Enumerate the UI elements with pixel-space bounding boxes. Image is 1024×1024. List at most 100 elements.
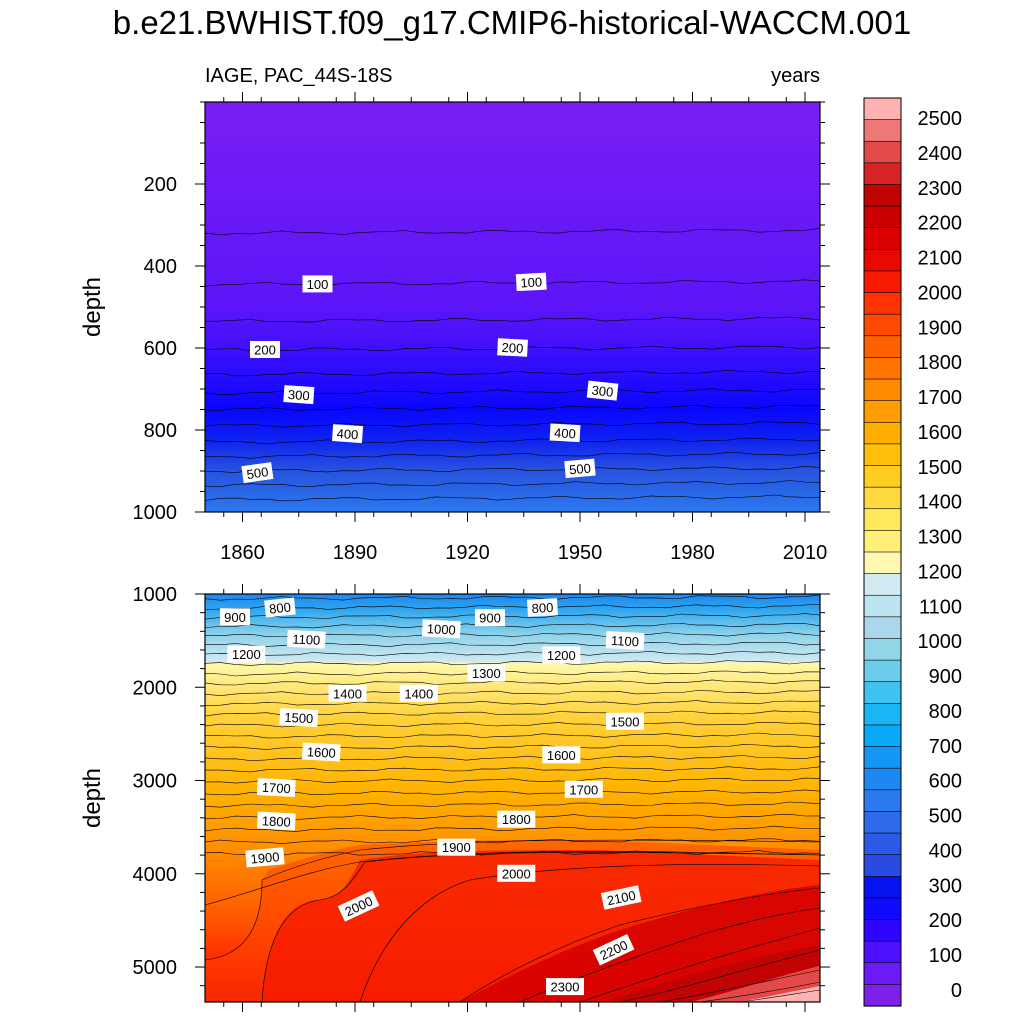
upper-contour-label-box xyxy=(515,272,547,292)
lower-deep-contour-line xyxy=(699,981,821,1003)
y-tick-label: 800 xyxy=(144,420,177,442)
lower-contour-label-box xyxy=(600,885,642,910)
colorbar-label: 1700 xyxy=(918,387,963,409)
upper-contour-line xyxy=(204,421,821,428)
colorbar-label: 2300 xyxy=(918,178,963,200)
y-tick-label: 5000 xyxy=(133,957,178,979)
colorbar-label: 100 xyxy=(929,945,962,967)
colorbar-box xyxy=(863,335,902,359)
upper-contour-line xyxy=(204,228,821,236)
lower-contour-label-1100: 1100 xyxy=(605,631,645,651)
lower-axis-ticks: 1000 2000 3000 4000 5000 xyxy=(133,584,830,1012)
lower-contour-label-text: 1300 xyxy=(472,666,501,681)
upper-contour-label-500: 500 xyxy=(564,458,596,479)
lower-contour-label-box xyxy=(227,645,266,663)
colorbar-box xyxy=(863,313,902,337)
lower-contour-label-box xyxy=(256,778,296,797)
colorbar-label: 0 xyxy=(951,980,962,1002)
lower-deep-contour-line xyxy=(739,989,821,1003)
lower-plot-frame xyxy=(204,593,821,1003)
lower-contour-label-box xyxy=(592,934,635,966)
lower-contour-labels: 800 900 800 900 1000 1100 1100 1200 1200 1300 1400… xyxy=(220,597,645,996)
colorbar-box xyxy=(863,703,902,726)
lower-contour-label-box xyxy=(264,597,296,618)
lower-contour-label-text: 800 xyxy=(268,599,291,616)
lower-contour-label-1400: 1400 xyxy=(328,684,367,702)
upper-contour-label-box xyxy=(586,380,619,401)
upper-contour-lines xyxy=(204,228,821,502)
colorbar-box xyxy=(863,140,902,164)
upper-contour-label-300: 300 xyxy=(283,385,315,405)
colorbar-box xyxy=(863,119,902,142)
lower-contour-label-1900: 1900 xyxy=(245,847,285,868)
lower-contour-label-text: 2300 xyxy=(551,980,580,995)
colorbar-label: 2500 xyxy=(918,108,963,130)
lower-contour-label-text: 1100 xyxy=(611,633,640,649)
lower-contour-line xyxy=(204,732,821,739)
lower-contour-label-text: 1800 xyxy=(502,812,531,827)
colorbar-box xyxy=(863,832,902,856)
colorbar: 0 100 200 300 400 500 600 700 800 900 1000 1100 1200… xyxy=(863,97,963,1007)
lower-contour-label-1500: 1500 xyxy=(606,712,644,730)
lower-contour-label-text: 2100 xyxy=(606,888,637,909)
lower-deep-contour-lines xyxy=(204,839,821,1003)
lower-contour-label-box xyxy=(286,629,326,649)
lower-contour-label-1400: 1400 xyxy=(399,684,438,702)
upper-panel: 100 100 200 200 300 300 400 400 500 500 200 400 600… xyxy=(79,65,830,564)
lower-contour-label-1800: 1800 xyxy=(497,810,536,828)
upper-left-title: IAGE, PAC_44S-18S xyxy=(205,65,393,87)
colorbar-label: 400 xyxy=(929,841,962,863)
lower-contour-label-text: 1000 xyxy=(426,621,456,637)
colorbar-label: 800 xyxy=(929,701,962,723)
lower-contour-line xyxy=(204,679,820,686)
colorbar-label: 500 xyxy=(929,806,962,828)
y-tick-label: 2000 xyxy=(133,677,178,699)
colorbar-box xyxy=(863,638,902,661)
upper-contour-label-100: 100 xyxy=(515,272,547,292)
colorbar-label: 1400 xyxy=(918,492,963,514)
lower-contour-label-box xyxy=(245,847,285,868)
upper-contour-label-400: 400 xyxy=(549,423,581,443)
lower-contour-line xyxy=(204,690,821,697)
lower-contour-label-2100: 2100 xyxy=(600,885,642,910)
lower-contour-label-1700: 1700 xyxy=(256,778,296,797)
y-tick-label: 1000 xyxy=(133,502,178,524)
lower-contour-line xyxy=(204,700,821,706)
upper-contour-label-box xyxy=(302,275,333,293)
upper-right-title: years xyxy=(771,65,820,87)
colorbar-label: 600 xyxy=(929,771,962,793)
colorbar-box xyxy=(863,659,902,683)
colorbar-boxes xyxy=(863,97,902,1007)
lower-contour-label-800: 800 xyxy=(527,598,558,617)
colorbar-box xyxy=(863,249,902,272)
lower-contour-label-900: 900 xyxy=(220,608,250,626)
colorbar-box xyxy=(863,97,902,121)
y-tick-label: 400 xyxy=(144,256,177,278)
x-tick-label: 1920 xyxy=(445,542,490,564)
colorbar-box xyxy=(863,205,902,229)
upper-contour-line xyxy=(204,465,821,473)
lower-contour-label-text: 1800 xyxy=(261,813,291,829)
lower-contour-line xyxy=(204,604,821,610)
figure-title: b.e21.BWHIST.f09_g17.CMIP6-historical-WA… xyxy=(112,4,912,41)
upper-contour-label-box xyxy=(331,424,364,444)
y-tick-label: 4000 xyxy=(133,864,178,886)
upper-contour-label-text: 200 xyxy=(254,343,276,358)
colorbar-box xyxy=(863,486,902,510)
colorbar-box xyxy=(863,400,902,423)
colorbar-box xyxy=(863,897,902,921)
lower-contour-line xyxy=(204,801,821,808)
lower-deep-contour-line xyxy=(204,851,821,906)
lower-contour-label-text: 1500 xyxy=(611,714,640,729)
lower-contour-label-1700: 1700 xyxy=(564,780,603,798)
colorbar-label: 1200 xyxy=(918,561,963,583)
lower-contour-label-box xyxy=(546,978,584,996)
lower-contour-label-box xyxy=(497,810,536,828)
lower-contour-label-text: 900 xyxy=(479,611,501,626)
lower-panel: 800 900 800 900 1000 1100 1100 1200 1200 1300 1400… xyxy=(79,584,830,1012)
lower-contour-label-900: 900 xyxy=(475,609,505,627)
upper-axis-ticks: 200 400 600 800 1000 1860 1890 1920 1950 1980 2010 xyxy=(133,92,830,564)
lower-deep-contour-line xyxy=(579,927,821,1003)
lower-contour-label-1800: 1800 xyxy=(256,811,296,831)
upper-contour-label-text: 100 xyxy=(520,274,542,290)
